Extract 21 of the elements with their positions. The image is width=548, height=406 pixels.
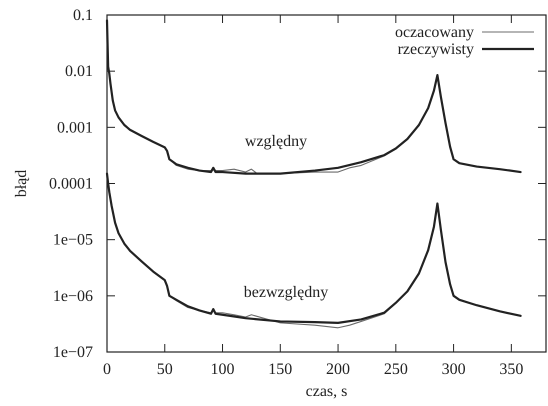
x-tick-label: 100 [210, 361, 235, 378]
y-tick-label: 1e−07 [52, 344, 93, 361]
y-tick-label: 1e−05 [52, 232, 93, 249]
annotation: bezwzględny [244, 284, 328, 301]
y-tick-label: 0.001 [57, 119, 93, 136]
x-tick-label: 200 [326, 361, 350, 378]
x-tick-label: 50 [156, 361, 173, 378]
y-axis-title: błąd [13, 170, 30, 198]
y-tick-label: 1e−06 [52, 288, 93, 305]
x-axis-title: czas, s [306, 383, 348, 400]
x-tick-label: 250 [384, 361, 408, 378]
y-tick-label: 0.0001 [49, 176, 93, 192]
annotation: względny [244, 133, 308, 150]
x-tick-label: 300 [442, 361, 466, 378]
legend-label: oczacowany [394, 24, 474, 41]
y-tick-label: 0.01 [65, 63, 93, 80]
y-tick-label: 0.1 [73, 7, 93, 24]
legend-label: rzeczywisty [398, 41, 474, 58]
x-tick-label: 150 [268, 361, 292, 378]
x-tick-label: 350 [499, 361, 524, 378]
x-tick-label: 0 [103, 361, 111, 378]
